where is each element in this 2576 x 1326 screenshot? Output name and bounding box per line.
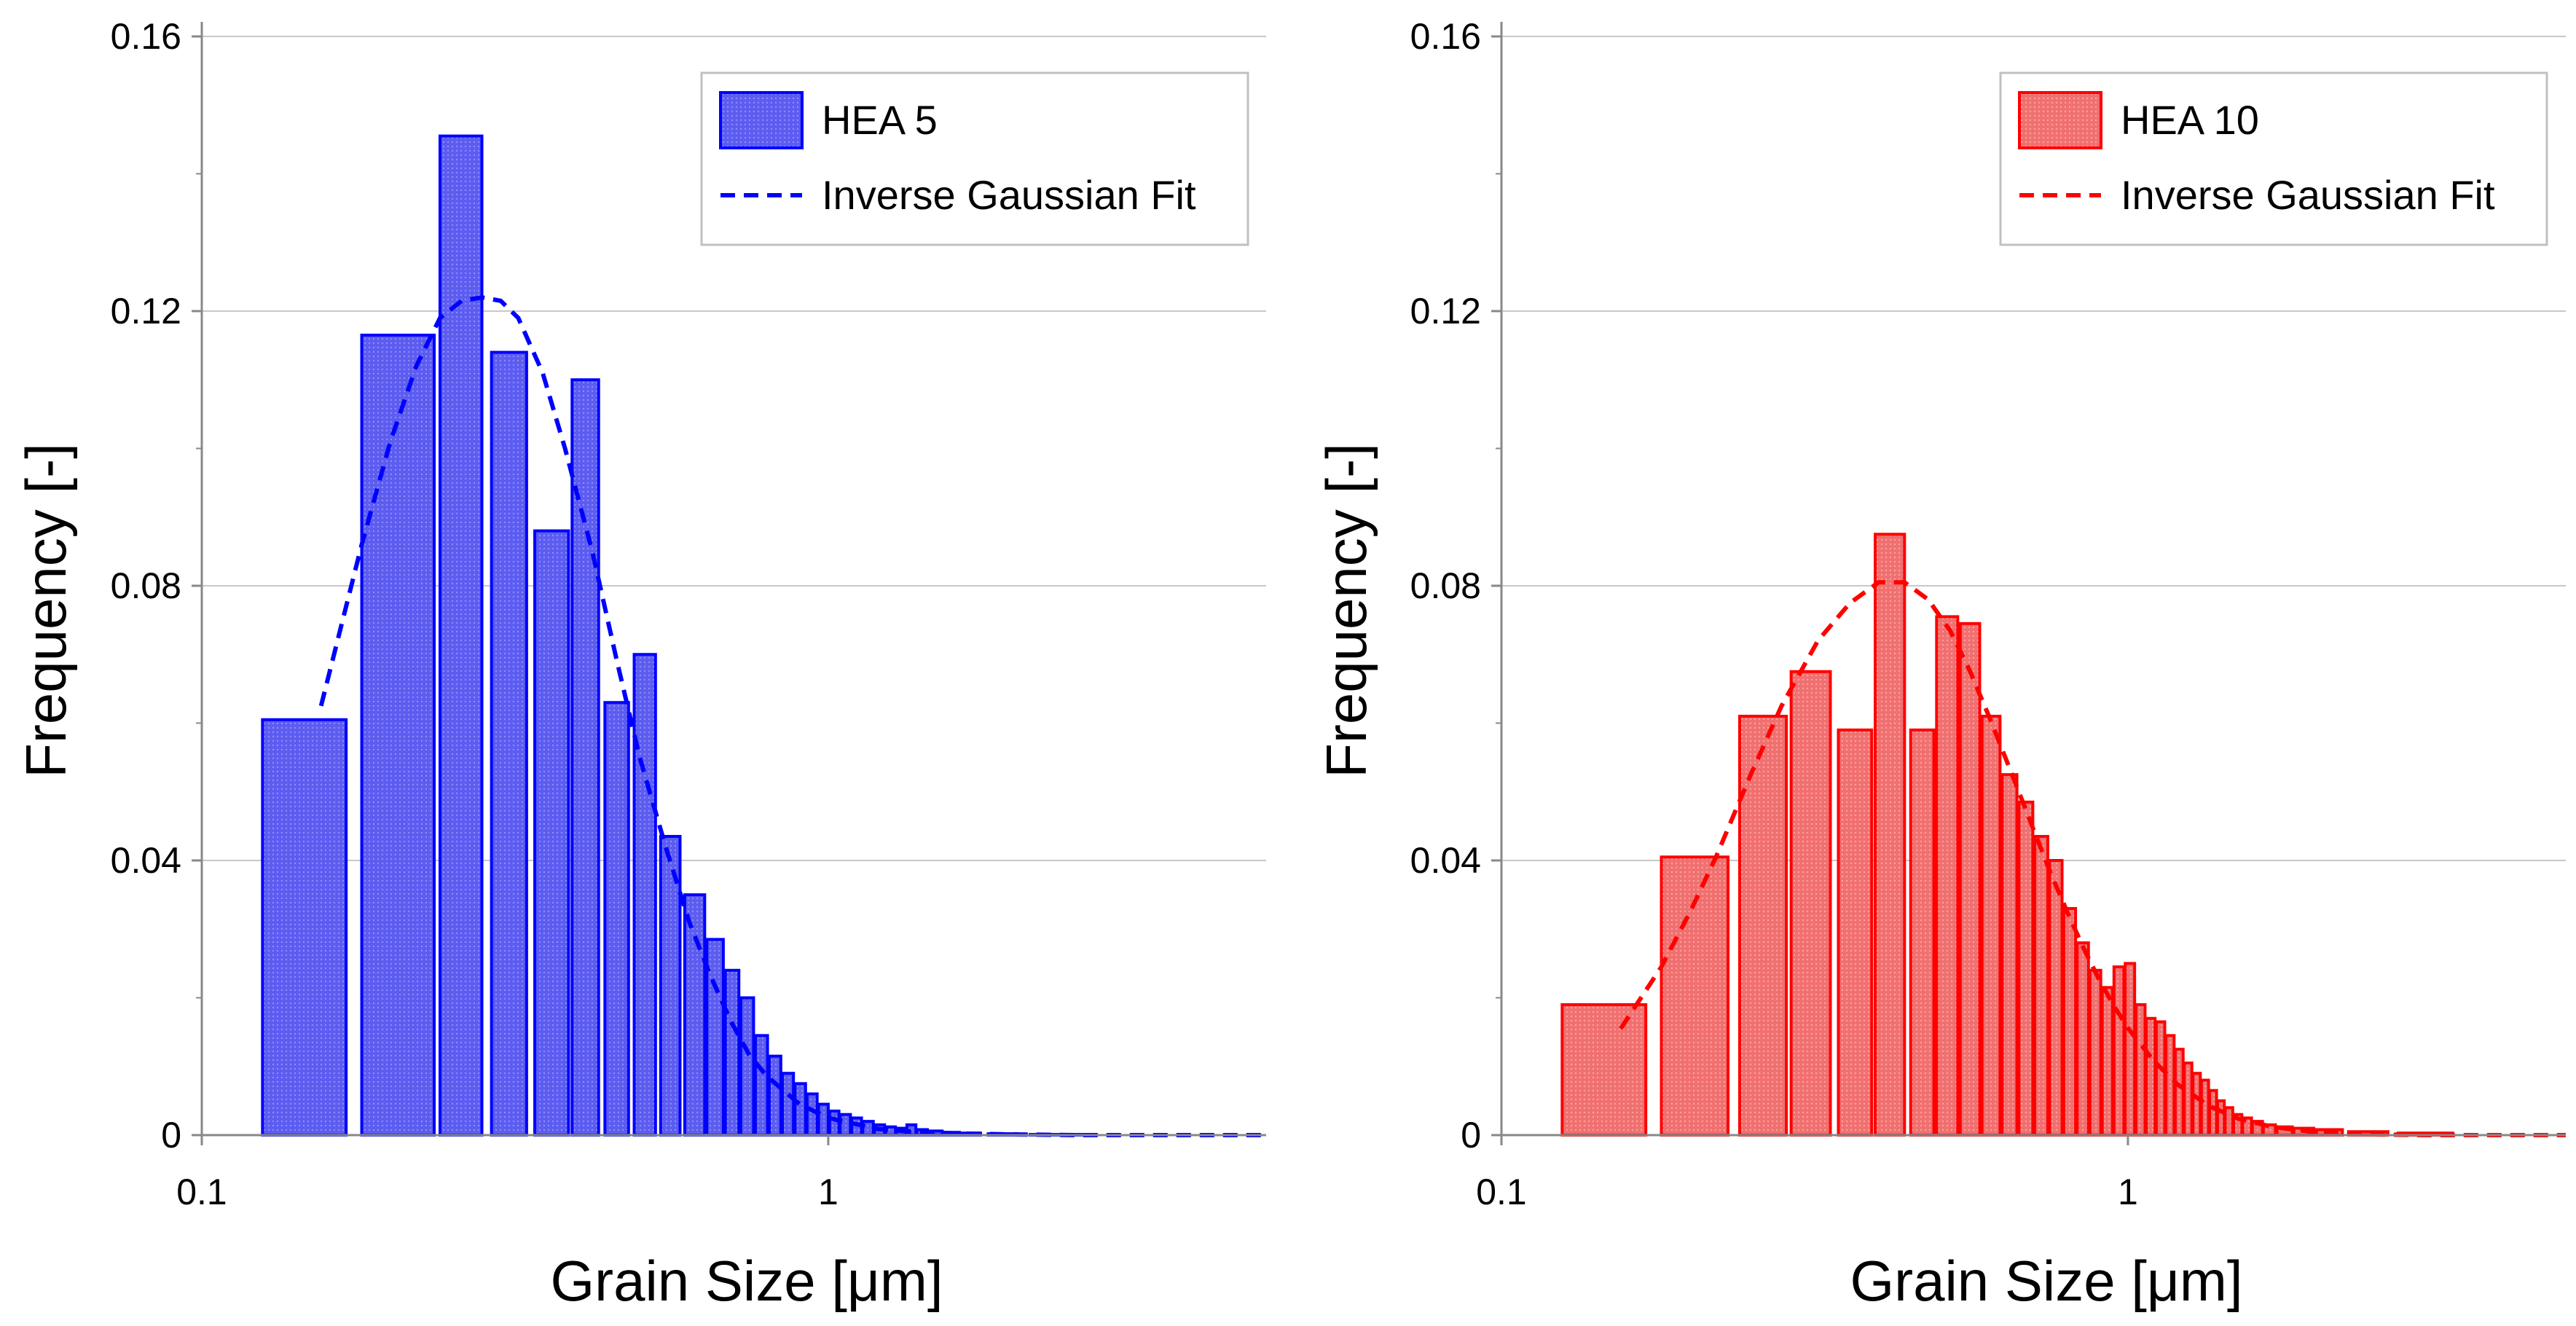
y-tick-label: 0.12 <box>111 291 181 332</box>
bar <box>2199 1078 2210 1137</box>
x-axis-title: Grain Size [μm] <box>550 1249 943 1313</box>
bar <box>2208 1088 2218 1137</box>
fit-curve <box>1619 580 2566 1137</box>
bar <box>490 350 528 1137</box>
axes <box>200 22 1266 1137</box>
bar <box>1958 621 1982 1137</box>
legend-fit-label: Inverse Gaussian Fit <box>822 172 1196 218</box>
bar <box>723 968 741 1137</box>
bar <box>793 1082 807 1137</box>
bar <box>1789 670 1832 1137</box>
bar <box>570 378 600 1137</box>
legend-bar-swatch <box>2018 91 2102 149</box>
bar <box>2062 906 2078 1137</box>
bar <box>2134 1003 2147 1137</box>
bar <box>2076 941 2090 1137</box>
legend-bar-swatch <box>719 91 804 149</box>
bar <box>360 333 436 1137</box>
x-tick-label: 0.1 <box>1476 1172 1527 1212</box>
ticks: 0 0.04 0.08 0.12 0.16 0.1 1 <box>111 16 839 1212</box>
bar <box>2000 773 2019 1137</box>
bar <box>533 529 570 1137</box>
bar <box>2088 968 2102 1137</box>
bar <box>2215 1099 2226 1137</box>
y-tick-label: 0.08 <box>111 565 181 606</box>
bar <box>2173 1048 2185 1137</box>
bar <box>861 1120 875 1137</box>
bar <box>603 701 630 1137</box>
bar <box>2124 962 2137 1137</box>
bar <box>828 1110 841 1137</box>
bar <box>781 1072 796 1137</box>
bar <box>438 134 484 1137</box>
bar <box>2033 835 2049 1137</box>
y-tick-label: 0.04 <box>111 840 181 881</box>
x-axis-title: Grain Size [μm] <box>1850 1249 2242 1313</box>
chart-hea5: 0 0.04 0.08 0.12 0.16 0.1 1 Grain Size [μm] Fr… <box>14 16 1266 1313</box>
legend-bar-label: HEA 5 <box>822 97 938 143</box>
bar <box>1909 728 1936 1137</box>
legend-bar-label: HEA 10 <box>2121 97 2259 143</box>
y-axis-title: Frequency [-] <box>14 443 78 778</box>
bars <box>1560 533 2454 1137</box>
bar <box>683 893 707 1137</box>
bar <box>2223 1106 2234 1137</box>
bar <box>2191 1072 2202 1137</box>
y-tick-label: 0.08 <box>1410 565 1481 606</box>
bar <box>839 1113 852 1137</box>
bar <box>2100 986 2114 1137</box>
legend: HEA 10 Inverse Gaussian Fit <box>1999 71 2548 246</box>
bar <box>767 1054 782 1137</box>
bar <box>1560 1003 1648 1137</box>
x-tick-label: 0.1 <box>176 1172 227 1212</box>
bar <box>2112 965 2126 1137</box>
bar <box>2145 1016 2157 1137</box>
y-tick-label: 0 <box>1461 1115 1481 1156</box>
y-tick-label: 0.16 <box>1410 16 1481 57</box>
legend-fit-label: Inverse Gaussian Fit <box>2121 172 2495 218</box>
bar <box>2048 859 2064 1137</box>
bar <box>805 1092 819 1137</box>
bar <box>2154 1020 2167 1137</box>
y-tick-label: 0 <box>161 1115 181 1156</box>
y-tick-label: 0.12 <box>1410 291 1481 332</box>
legend: HEA 5 Inverse Gaussian Fit <box>700 71 1249 246</box>
y-axis-title: Frequency [-] <box>1314 443 1378 778</box>
bar <box>1837 728 1874 1137</box>
bar <box>739 996 755 1137</box>
y-tick-label: 0.16 <box>111 16 181 57</box>
bar <box>1935 615 1960 1137</box>
chart-hea10: 0 0.04 0.08 0.12 0.16 0.1 1 Grain Size [μm] Fr… <box>1314 16 2566 1313</box>
x-tick-label: 1 <box>2118 1172 2138 1212</box>
fit-curve <box>318 295 1266 1137</box>
bars <box>261 134 1090 1137</box>
x-tick-label: 1 <box>818 1172 839 1212</box>
bar <box>817 1102 830 1137</box>
bar <box>753 1034 769 1137</box>
bar <box>2017 800 2035 1137</box>
y-tick-label: 0.04 <box>1410 840 1481 881</box>
bar <box>261 718 348 1137</box>
bar <box>632 653 657 1137</box>
ticks: 0 0.04 0.08 0.12 0.16 0.1 1 <box>1410 16 2138 1212</box>
bar <box>1980 715 2002 1137</box>
bar <box>2164 1034 2176 1137</box>
bar <box>1874 533 1907 1137</box>
bar <box>2183 1062 2194 1137</box>
axes <box>1500 22 2566 1137</box>
